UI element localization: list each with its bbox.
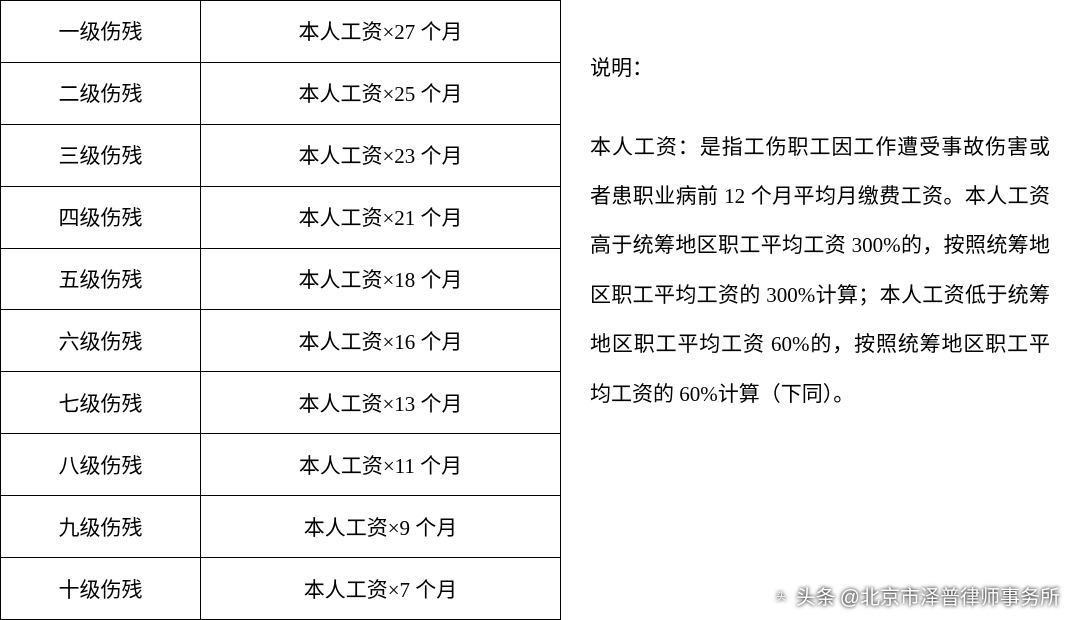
svg-text:头: 头 — [776, 591, 786, 603]
table-row: 八级伤残 本人工资×11 个月 — [1, 434, 561, 496]
watermark-account: @北京市泽普律师事务所 — [840, 581, 1060, 610]
table-row: 四级伤残 本人工资×21 个月 — [1, 186, 561, 248]
disability-compensation-table-section: 一级伤残 本人工资×27 个月 二级伤残 本人工资×25 个月 三级伤残 本人工… — [0, 0, 560, 620]
explanation-title: 说明： — [590, 50, 1050, 88]
table-row: 二级伤残 本人工资×25 个月 — [1, 62, 561, 124]
table-row: 七级伤残 本人工资×13 个月 — [1, 372, 561, 434]
explanation-section: 说明： 本人工资：是指工伤职工因工作遭受事故伤害或者患职业病前 12 个月平均月… — [560, 0, 1080, 620]
disability-compensation-table: 一级伤残 本人工资×27 个月 二级伤残 本人工资×25 个月 三级伤残 本人工… — [0, 0, 561, 620]
table-row: 五级伤残 本人工资×18 个月 — [1, 248, 561, 310]
disability-level-cell: 四级伤残 — [1, 186, 201, 248]
compensation-formula-cell: 本人工资×27 个月 — [201, 1, 561, 63]
compensation-formula-cell: 本人工资×11 个月 — [201, 434, 561, 496]
explanation-body: 本人工资：是指工伤职工因工作遭受事故伤害或者患职业病前 12 个月平均月缴费工资… — [590, 123, 1050, 419]
disability-level-cell: 六级伤残 — [1, 310, 201, 372]
disability-level-cell: 二级伤残 — [1, 62, 201, 124]
disability-level-cell: 三级伤残 — [1, 124, 201, 186]
disability-level-cell: 八级伤残 — [1, 434, 201, 496]
disability-level-cell: 五级伤残 — [1, 248, 201, 310]
table-row: 六级伤残 本人工资×16 个月 — [1, 310, 561, 372]
compensation-formula-cell: 本人工资×16 个月 — [201, 310, 561, 372]
table-row: 三级伤残 本人工资×23 个月 — [1, 124, 561, 186]
table-row: 九级伤残 本人工资×9 个月 — [1, 496, 561, 558]
watermark: 头 头条 @北京市泽普律师事务所 — [770, 581, 1060, 610]
disability-level-cell: 七级伤残 — [1, 372, 201, 434]
compensation-formula-cell: 本人工资×18 个月 — [201, 248, 561, 310]
compensation-formula-cell: 本人工资×21 个月 — [201, 186, 561, 248]
disability-level-cell: 九级伤残 — [1, 496, 201, 558]
table-body: 一级伤残 本人工资×27 个月 二级伤残 本人工资×25 个月 三级伤残 本人工… — [1, 1, 561, 620]
toutiao-icon: 头 — [770, 585, 792, 607]
compensation-formula-cell: 本人工资×7 个月 — [201, 558, 561, 620]
compensation-formula-cell: 本人工资×23 个月 — [201, 124, 561, 186]
disability-level-cell: 十级伤残 — [1, 558, 201, 620]
compensation-formula-cell: 本人工资×13 个月 — [201, 372, 561, 434]
table-row: 一级伤残 本人工资×27 个月 — [1, 1, 561, 63]
compensation-formula-cell: 本人工资×25 个月 — [201, 62, 561, 124]
watermark-prefix: 头条 — [796, 581, 836, 610]
disability-level-cell: 一级伤残 — [1, 1, 201, 63]
compensation-formula-cell: 本人工资×9 个月 — [201, 496, 561, 558]
table-row: 十级伤残 本人工资×7 个月 — [1, 558, 561, 620]
